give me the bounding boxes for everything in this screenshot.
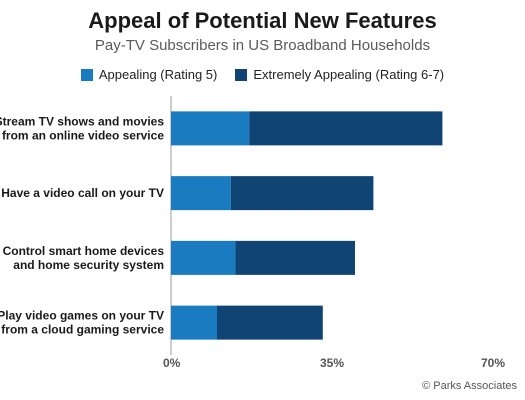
category-label-line: Control smart home devices <box>3 244 165 258</box>
category-label-line: Stream TV shows and movies <box>0 114 164 128</box>
legend-item-appealing: Appealing (Rating 5) <box>80 67 218 82</box>
chart-subtitle: Pay-TV Subscribers in US Broadband House… <box>94 37 431 54</box>
category-label-0: Stream TV shows and movies from an online… <box>0 114 164 142</box>
category-label-line: from a cloud gaming service <box>1 323 164 337</box>
legend-label-appealing: Appealing (Rating 5) <box>98 67 218 82</box>
bar-appealing-3 <box>171 305 217 340</box>
bar-appealing-2 <box>171 240 236 275</box>
bar-extremely-appealing-2 <box>235 240 355 275</box>
legend-item-extremely-appealing: Extremely Appealing (Rating 6-7) <box>235 67 444 82</box>
category-label-line: from an online video service <box>2 128 164 142</box>
credit: © Parks Associates <box>422 380 517 392</box>
legend-swatch-extremely-appealing <box>235 68 248 81</box>
legend-label-extremely-appealing: Extremely Appealing (Rating 6-7) <box>253 67 445 82</box>
legend-swatch-appealing <box>80 68 93 81</box>
bar-appealing-0 <box>171 111 250 146</box>
category-label-2: Control smart home devices and home secur… <box>3 244 165 272</box>
bar-extremely-appealing-1 <box>230 176 374 211</box>
category-label-3: Play video games on your TV from a cloud … <box>0 309 164 337</box>
x-tick-label: 0% <box>163 356 181 370</box>
x-tick-label: 35% <box>320 356 344 370</box>
bar-extremely-appealing-3 <box>217 305 323 340</box>
category-label-line: and home security system <box>13 258 164 272</box>
category-label-line: Play video games on your TV <box>0 309 164 323</box>
x-tick-label: 70% <box>481 356 505 370</box>
bar-appealing-1 <box>171 176 231 211</box>
legend: Appealing (Rating 5) Extremely Appealing… <box>0 67 525 82</box>
category-label-line: Have a video call on your TV <box>1 186 164 200</box>
bar-extremely-appealing-0 <box>249 111 443 146</box>
category-label-1: Have a video call on your TV <box>1 186 164 200</box>
chart-title: Appeal of Potential New Features <box>88 8 437 33</box>
